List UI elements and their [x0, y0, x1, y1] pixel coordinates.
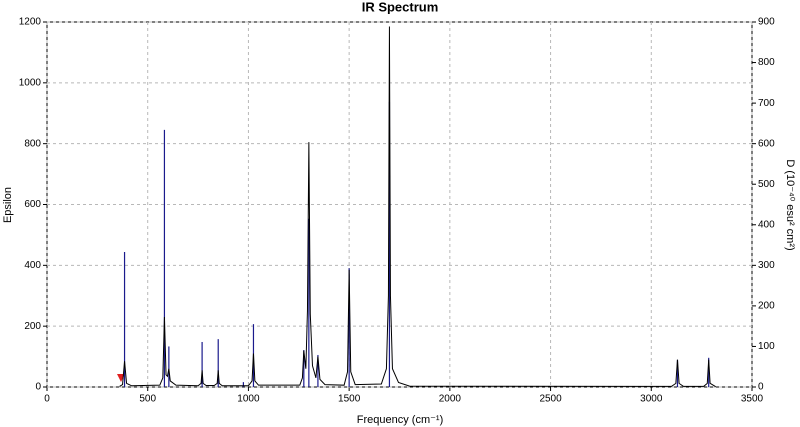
y2-tick-label: 900 — [758, 17, 775, 28]
y2-tick-label: 200 — [758, 301, 775, 312]
x-tick-label: 500 — [139, 394, 156, 405]
y-axis-label: Epsilon — [2, 187, 14, 223]
x-tick-label: 3000 — [640, 394, 663, 405]
y2-tick-label: 600 — [758, 138, 775, 149]
y2-tick-label: 800 — [758, 57, 775, 68]
chart-title: IR Spectrum — [362, 0, 439, 14]
y-tick-label: 400 — [24, 260, 41, 271]
y2-axis-label: D (10⁻⁴⁰ esu² cm²) — [784, 159, 796, 250]
y-tick-label: 1000 — [19, 77, 42, 88]
x-tick-label: 0 — [44, 394, 50, 405]
x-tick-label: 1000 — [237, 394, 260, 405]
y-tick-label: 1200 — [19, 17, 42, 28]
y-tick-label: 0 — [35, 382, 41, 393]
y-tick-label: 600 — [24, 199, 41, 210]
x-tick-label: 1500 — [338, 394, 361, 405]
y2-tick-label: 500 — [758, 179, 775, 190]
x-tick-label: 2000 — [439, 394, 462, 405]
y2-tick-label: 0 — [758, 382, 764, 393]
plot-area — [46, 21, 753, 388]
y2-tick-label: 100 — [758, 341, 775, 352]
spectrum-line — [119, 26, 716, 388]
y2-tick-label: 700 — [758, 98, 775, 109]
x-tick-label: 2500 — [539, 394, 562, 405]
y2-tick-label: 400 — [758, 219, 775, 230]
y-tick-label: 800 — [24, 138, 41, 149]
x-tick-label: 3500 — [741, 394, 764, 405]
x-axis-label: Frequency (cm⁻¹) — [357, 414, 444, 426]
y2-tick-label: 300 — [758, 260, 775, 271]
y-tick-label: 200 — [24, 321, 41, 332]
